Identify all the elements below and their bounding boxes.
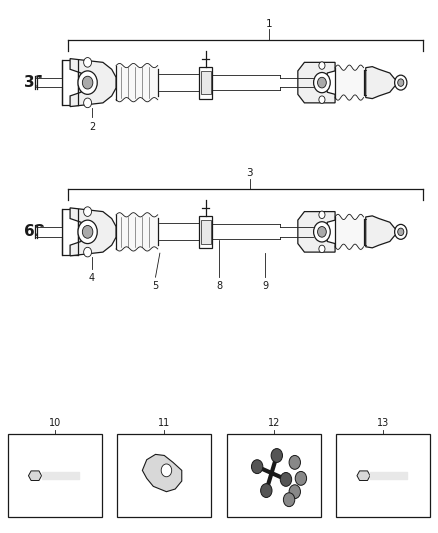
Polygon shape xyxy=(357,471,370,481)
Circle shape xyxy=(318,227,326,237)
Circle shape xyxy=(251,460,263,474)
Circle shape xyxy=(318,77,326,88)
Text: 1: 1 xyxy=(266,19,273,29)
Text: 11: 11 xyxy=(158,418,170,428)
Circle shape xyxy=(395,224,407,239)
Bar xyxy=(62,60,78,106)
Text: 31: 31 xyxy=(24,75,45,90)
Circle shape xyxy=(84,98,92,108)
Polygon shape xyxy=(70,59,116,107)
Polygon shape xyxy=(298,62,335,103)
Bar xyxy=(201,71,211,94)
Bar xyxy=(227,434,321,517)
Circle shape xyxy=(395,75,407,90)
Bar xyxy=(62,209,78,255)
Circle shape xyxy=(314,222,330,242)
Circle shape xyxy=(289,485,300,499)
Circle shape xyxy=(283,492,295,506)
Polygon shape xyxy=(366,216,399,248)
Text: 2: 2 xyxy=(89,122,95,132)
Bar xyxy=(336,434,430,517)
Circle shape xyxy=(319,62,325,69)
Circle shape xyxy=(280,472,292,486)
Circle shape xyxy=(82,76,93,89)
Text: 62: 62 xyxy=(24,224,46,239)
Polygon shape xyxy=(298,212,335,252)
Polygon shape xyxy=(142,454,182,491)
Text: 4: 4 xyxy=(89,273,95,284)
Text: 13: 13 xyxy=(377,418,389,428)
Text: 9: 9 xyxy=(262,281,268,292)
Circle shape xyxy=(398,79,404,86)
Circle shape xyxy=(319,96,325,103)
Bar xyxy=(117,434,212,517)
Bar xyxy=(199,67,212,99)
Circle shape xyxy=(271,449,283,463)
Polygon shape xyxy=(28,471,42,481)
Circle shape xyxy=(84,247,92,257)
Circle shape xyxy=(319,245,325,253)
Circle shape xyxy=(82,225,93,238)
Bar xyxy=(199,216,212,248)
Polygon shape xyxy=(366,67,399,99)
Text: 12: 12 xyxy=(268,418,280,428)
Circle shape xyxy=(161,464,172,477)
Bar xyxy=(8,434,102,517)
Text: 5: 5 xyxy=(152,281,159,292)
Circle shape xyxy=(398,228,404,236)
Circle shape xyxy=(295,471,307,485)
Circle shape xyxy=(314,72,330,93)
Bar xyxy=(201,220,211,244)
Polygon shape xyxy=(70,208,116,256)
Circle shape xyxy=(78,71,97,94)
Circle shape xyxy=(78,220,97,244)
Circle shape xyxy=(319,211,325,219)
Circle shape xyxy=(84,58,92,67)
Text: 3: 3 xyxy=(246,168,253,178)
Circle shape xyxy=(84,207,92,216)
Circle shape xyxy=(289,455,300,470)
Text: 10: 10 xyxy=(49,418,61,428)
Text: 8: 8 xyxy=(216,281,222,292)
Circle shape xyxy=(261,483,272,497)
